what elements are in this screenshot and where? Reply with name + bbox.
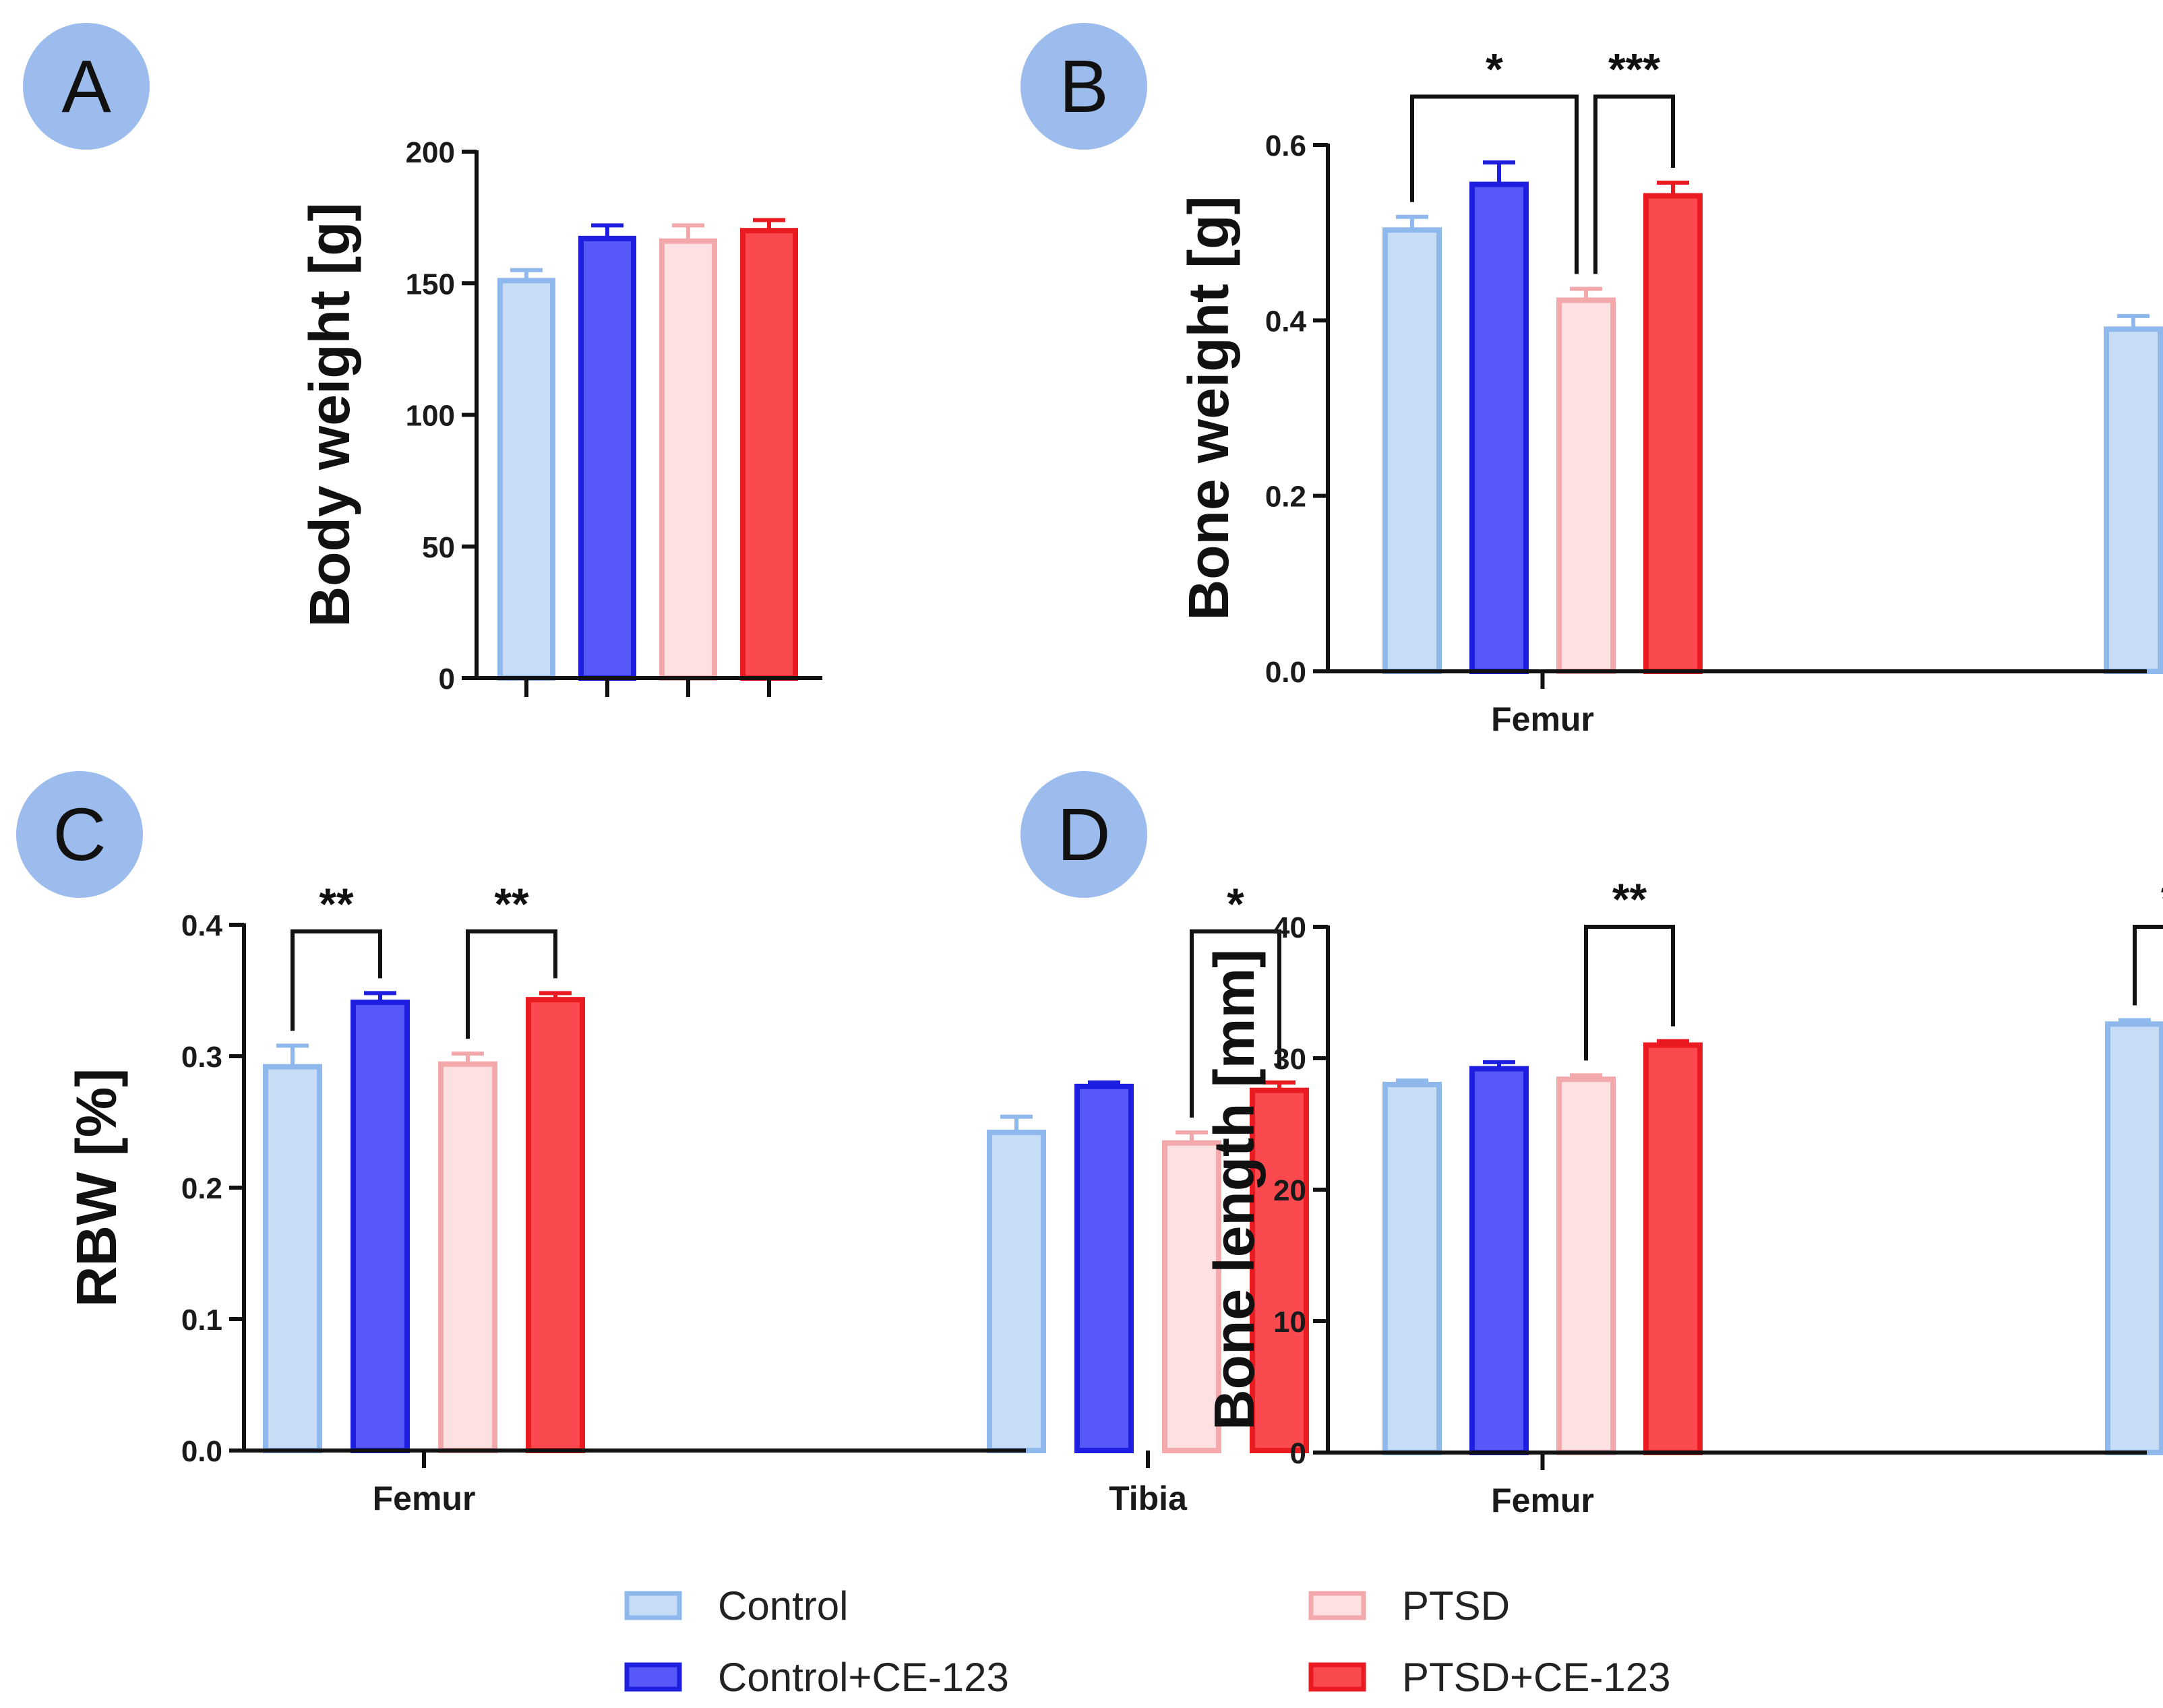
bar-control	[2104, 326, 2163, 674]
y-tick-label: 0.6	[1265, 129, 1306, 162]
x-tick-label: Femur	[1491, 700, 1594, 738]
bar-ptsd-ce-123	[1250, 1087, 1309, 1453]
panel-letter: A	[61, 45, 111, 128]
legend-swatch-control	[624, 1591, 682, 1620]
bar-control-ce-123	[351, 1000, 410, 1454]
significance-bracket	[1584, 925, 1675, 1061]
bar-ptsd-ce-123	[526, 997, 585, 1453]
bar-ptsd	[1162, 1140, 1221, 1453]
y-axis-label: Body weight [g]	[298, 203, 361, 628]
y-tick-label: 0	[439, 663, 455, 696]
legend: Control Control+CE-123 PTSD PTSD+CE-123	[624, 1583, 1671, 1700]
y-tick-label: 100	[406, 400, 455, 433]
panel-letter-badge	[1020, 23, 1147, 150]
panel-d: D010203040FemurTibiaBone length [mm]****…	[1020, 771, 2163, 1519]
bar-control-ce-123	[1469, 1066, 1529, 1455]
significance-bracket	[1593, 94, 1675, 274]
bar-ptsd	[1556, 1076, 1616, 1455]
y-tick-label: 0	[1290, 1437, 1306, 1470]
y-tick-label: 40	[1273, 911, 1306, 944]
panel-letter: B	[1059, 45, 1108, 128]
bar-ptsd	[438, 1061, 497, 1453]
panel-letter: D	[1057, 793, 1110, 876]
bar-control-ce-123	[1469, 181, 1529, 674]
bar-ptsd	[1556, 297, 1616, 674]
significance-bracket	[1190, 929, 1281, 1118]
y-tick-label: 0.0	[181, 1435, 222, 1468]
y-tick-label: 0.4	[1265, 305, 1307, 338]
y-tick-label: 0.3	[181, 1041, 222, 1074]
y-tick-label: 0.1	[181, 1304, 222, 1337]
significance-label: ***	[1608, 44, 1660, 94]
y-tick-label: 150	[406, 268, 455, 301]
legend-swatch-ptsd	[1308, 1591, 1366, 1620]
significance-bracket	[466, 929, 557, 1039]
y-axis-label: Bone length [mm]	[1202, 949, 1266, 1430]
significance-label: *	[1227, 879, 1244, 929]
bar-control	[497, 278, 555, 681]
y-tick-label: 50	[422, 531, 455, 564]
significance-label: *	[1486, 44, 1503, 94]
y-tick-label: 20	[1273, 1174, 1306, 1207]
significance-label: **	[2161, 874, 2163, 924]
bar-control-ce-123	[578, 235, 636, 681]
y-axis-label: RBW [%]	[65, 1068, 128, 1308]
bar-ptsd-ce-123	[740, 228, 798, 681]
bar-ptsd-ce-123	[1643, 193, 1703, 675]
bar-control	[1382, 1082, 1442, 1455]
panel-b: B0.00.20.40.6FemurTibiaBone weight [g]**…	[1020, 23, 2163, 738]
x-tick-label: Femur	[373, 1480, 476, 1517]
x-tick-label: Femur	[1491, 1482, 1594, 1519]
bar-control	[987, 1130, 1046, 1453]
y-tick-label: 0.4	[181, 909, 223, 942]
bar-ptsd	[659, 238, 717, 681]
panel-letter: C	[53, 793, 106, 876]
y-tick-label: 0.2	[181, 1172, 222, 1205]
legend-label: PTSD	[1402, 1583, 1510, 1628]
legend-swatch-control-ce-123	[624, 1662, 682, 1692]
legend-label: Control+CE-123	[718, 1655, 1009, 1700]
bar-control	[263, 1064, 322, 1453]
bar-control	[1382, 227, 1442, 674]
panel-letter-badge	[16, 771, 143, 898]
bar-control	[2105, 1021, 2163, 1456]
legend-label: PTSD+CE-123	[1402, 1655, 1671, 1700]
significance-label: **	[1612, 874, 1647, 924]
significance-bracket	[1410, 94, 1579, 274]
significance-label: **	[494, 879, 529, 929]
y-axis-label: Bone weight [g]	[1177, 196, 1240, 621]
panel-letter-badge	[1020, 771, 1147, 898]
panel-a: A 0 50 100 150 200 Body weight [g]	[23, 23, 822, 697]
y-tick-label: 30	[1273, 1043, 1306, 1076]
bar-ptsd-ce-123	[1643, 1042, 1703, 1455]
y-tick-label: 0.2	[1265, 481, 1306, 514]
bar-control-ce-123	[1074, 1083, 1134, 1453]
significance-label: **	[319, 879, 354, 929]
y-tick-label: 0.0	[1265, 656, 1306, 689]
significance-bracket	[2133, 925, 2163, 1006]
y-tick-label: 10	[1273, 1306, 1306, 1339]
y-tick-label: 200	[406, 136, 455, 169]
x-tick-label: Tibia	[1109, 1480, 1188, 1517]
legend-swatch-ptsd-ce-123	[1308, 1662, 1366, 1692]
significance-bracket	[291, 929, 382, 1031]
legend-label: Control	[718, 1583, 848, 1628]
panel-letter-badge	[23, 23, 150, 150]
